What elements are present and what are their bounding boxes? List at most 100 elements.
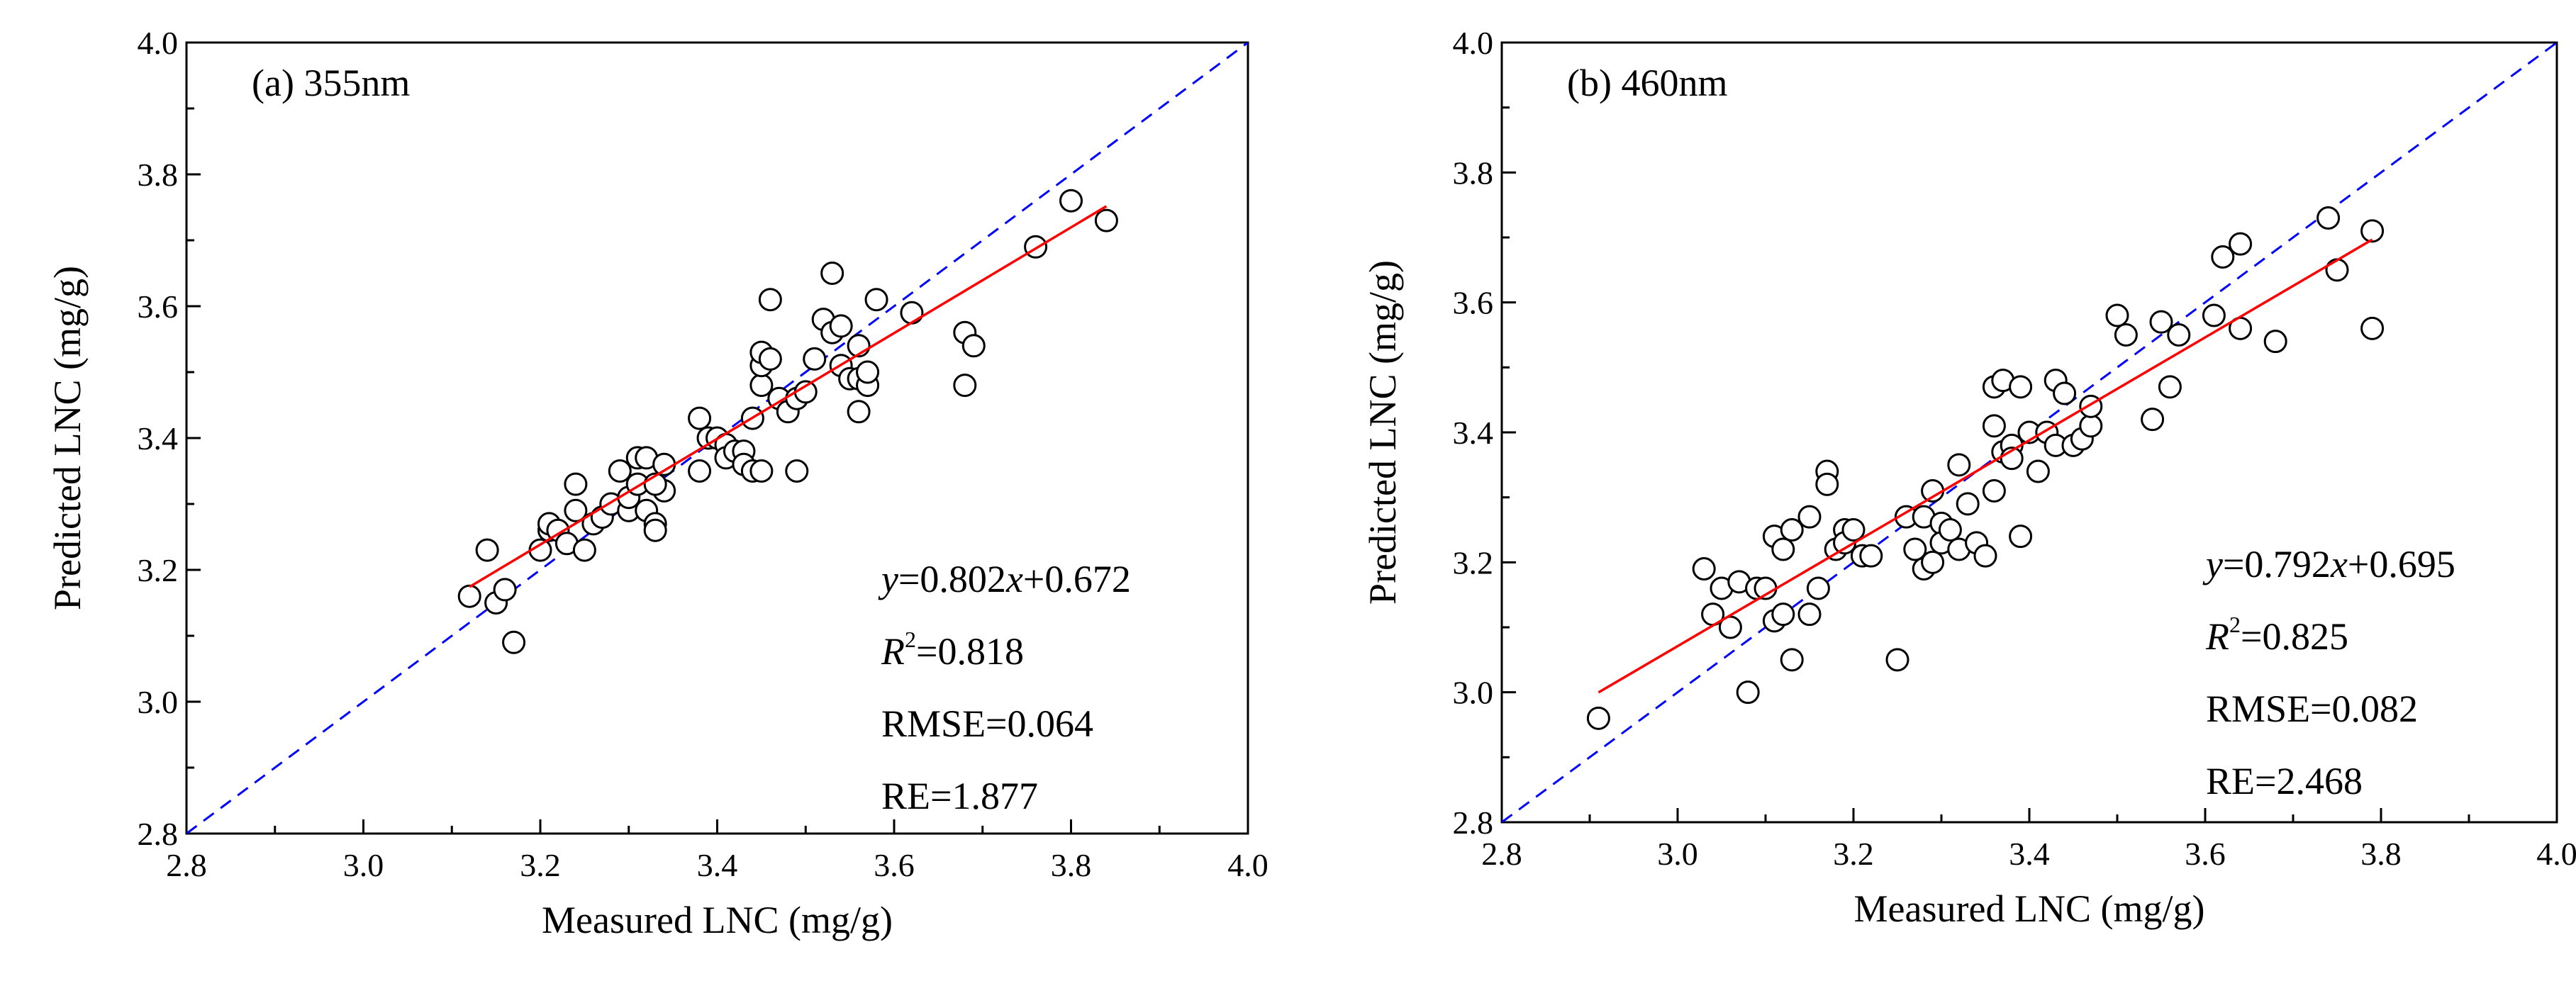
data-point: [1885, 648, 1909, 672]
x-tick-label: 4.0: [1227, 847, 1269, 883]
x-tick-label: 3.8: [2360, 836, 2402, 872]
data-point: [643, 518, 667, 542]
data-point: [564, 472, 588, 496]
data-point: [493, 578, 517, 602]
data-point: [749, 459, 774, 483]
data-point: [1780, 648, 1804, 672]
data-point: [1780, 518, 1804, 542]
data-point: [1806, 576, 1830, 600]
data-point: [688, 459, 712, 483]
y-tick-label: 3.2: [138, 552, 179, 588]
data-point: [2167, 323, 2191, 347]
y-tick-label: 3.4: [138, 420, 179, 456]
r-squared: R2=0.818: [881, 627, 1024, 673]
data-point: [1797, 602, 1822, 627]
data-point: [1059, 189, 1083, 213]
y-tick-label: 3.8: [1453, 155, 1494, 191]
data-point: [688, 406, 712, 430]
data-point: [1903, 537, 1927, 561]
data-point: [1956, 492, 1980, 516]
y-tick-label: 2.8: [1453, 804, 1494, 841]
data-point: [900, 301, 924, 325]
data-point: [1982, 414, 2006, 438]
panel-label: (a) 355nm: [252, 62, 410, 104]
y-tick-label: 3.4: [1453, 415, 1494, 451]
data-point: [2149, 310, 2173, 334]
data-point: [2229, 232, 2253, 256]
identity-line: [1502, 43, 2557, 822]
y-tick-label: 3.6: [138, 288, 179, 325]
y-tick-label: 3.2: [1453, 544, 1494, 581]
x-tick-label: 3.0: [343, 847, 384, 883]
data-point: [2009, 525, 2033, 549]
data-point: [961, 334, 986, 358]
data-point: [564, 498, 588, 522]
data-point: [608, 459, 632, 483]
data-point: [1921, 550, 1945, 574]
data-point: [847, 400, 871, 424]
x-tick-label: 3.6: [2185, 836, 2226, 872]
data-point: [2202, 303, 2226, 327]
data-point: [2009, 375, 2033, 399]
data-point: [2053, 381, 2077, 405]
data-point: [1973, 544, 1997, 568]
data-point: [1586, 706, 1610, 730]
data-point: [2141, 408, 2165, 432]
rmse-value: RMSE=0.064: [881, 702, 1093, 745]
data-point: [749, 374, 774, 398]
y-tick-label: 2.8: [138, 816, 179, 852]
data-point: [793, 380, 818, 404]
data-point: [864, 288, 888, 312]
x-axis-label: Measured LNC (mg/g): [1854, 887, 2205, 930]
data-point: [758, 288, 782, 312]
panel-label: (b) 460nm: [1567, 62, 1727, 104]
data-point: [953, 374, 977, 398]
data-point: [1841, 518, 1866, 542]
y-tick-label: 4.0: [1453, 25, 1494, 61]
y-tick-label: 4.0: [138, 25, 179, 61]
x-tick-label: 3.6: [874, 847, 915, 883]
data-point: [502, 630, 526, 654]
data-point: [2263, 330, 2287, 354]
data-point: [829, 314, 853, 338]
data-point: [2360, 219, 2385, 243]
data-point: [856, 360, 880, 384]
data-point: [1771, 537, 1795, 561]
regression-equation: y=0.792x+0.695: [2202, 543, 2455, 585]
data-point: [1797, 505, 1822, 529]
data-point: [2079, 414, 2103, 438]
data-point: [1692, 557, 1716, 581]
data-point: [572, 538, 596, 562]
data-point: [803, 347, 827, 371]
x-tick-label: 2.8: [1481, 836, 1522, 872]
x-tick-label: 3.4: [2009, 836, 2050, 872]
data-point: [1736, 680, 1760, 705]
data-point: [2316, 206, 2341, 230]
data-point: [2105, 303, 2129, 327]
x-tick-label: 3.0: [1657, 836, 1698, 872]
re-value: RE=1.877: [881, 775, 1038, 817]
chart-panel-a: 2.8 3.0 3.2 3.4 3.6 3.8 4.0 2.8 3.0 3.2 3.4 3.6 3.8 4…: [46, 25, 1269, 941]
data-point: [1771, 602, 1795, 627]
data-point: [2325, 258, 2349, 282]
y-tick-label: 3.0: [138, 684, 179, 720]
data-point: [2158, 375, 2182, 399]
x-tick-label: 3.2: [1833, 836, 1874, 872]
fit-line: [1598, 238, 2373, 694]
re-value: RE=2.468: [2206, 760, 2363, 802]
data-point: [2026, 459, 2050, 483]
data-point: [758, 347, 782, 371]
data-point: [1859, 544, 1883, 568]
data-point: [1947, 453, 1971, 477]
y-tick-label: 3.8: [138, 157, 179, 193]
x-axis-label: Measured LNC (mg/g): [542, 899, 893, 941]
data-point: [2211, 245, 2235, 269]
x-tick-label: 2.8: [166, 847, 207, 883]
data-point: [475, 538, 499, 562]
y-tick-label: 3.0: [1453, 675, 1494, 711]
y-tick-label: 3.6: [1453, 285, 1494, 321]
x-tick-label: 3.4: [697, 847, 738, 883]
data-point: [1815, 472, 1839, 496]
chart-panel-b: 2.8 3.0 3.2 3.4 3.6 3.8 4.0 2.8 3.0 3.2 3.4 3.6 3.8 4…: [1361, 25, 2576, 930]
